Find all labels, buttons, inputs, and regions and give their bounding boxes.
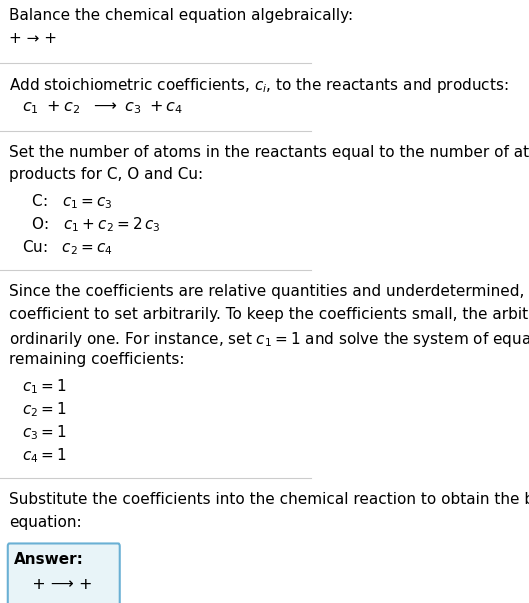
Text: $c_3 = 1$: $c_3 = 1$ — [22, 423, 66, 442]
Text: + ⟶ +: + ⟶ + — [22, 577, 92, 592]
Text: coefficient to set arbitrarily. To keep the coefficients small, the arbitrary va: coefficient to set arbitrarily. To keep … — [10, 307, 529, 321]
Text: Set the number of atoms in the reactants equal to the number of atoms in the: Set the number of atoms in the reactants… — [10, 145, 529, 160]
Text: remaining coefficients:: remaining coefficients: — [10, 353, 185, 367]
FancyBboxPatch shape — [8, 543, 120, 603]
Text: + → +: + → + — [10, 31, 57, 46]
Text: $c_1 = 1$: $c_1 = 1$ — [22, 377, 66, 396]
Text: equation:: equation: — [10, 514, 82, 529]
Text: Since the coefficients are relative quantities and underdetermined, choose a: Since the coefficients are relative quan… — [10, 284, 529, 298]
Text: C:   $c_1 = c_3$: C: $c_1 = c_3$ — [22, 192, 112, 211]
Text: Add stoichiometric coefficients, $c_i$, to the reactants and products:: Add stoichiometric coefficients, $c_i$, … — [10, 77, 509, 95]
Text: ordinarily one. For instance, set $c_1 = 1$ and solve the system of equations fo: ordinarily one. For instance, set $c_1 =… — [10, 330, 529, 349]
Text: Substitute the coefficients into the chemical reaction to obtain the balanced: Substitute the coefficients into the che… — [10, 491, 529, 507]
Text: O:   $c_1 + c_2 = 2\,c_3$: O: $c_1 + c_2 = 2\,c_3$ — [22, 215, 160, 234]
Text: products for C, O and Cu:: products for C, O and Cu: — [10, 168, 204, 183]
Text: Balance the chemical equation algebraically:: Balance the chemical equation algebraica… — [10, 8, 353, 23]
Text: $c_2 = 1$: $c_2 = 1$ — [22, 400, 66, 419]
Text: $c_1\ +c_2\ \ \longrightarrow\ c_3\ +c_4$: $c_1\ +c_2\ \ \longrightarrow\ c_3\ +c_4… — [22, 99, 183, 116]
Text: $c_4 = 1$: $c_4 = 1$ — [22, 446, 66, 465]
Text: Answer:: Answer: — [14, 552, 84, 567]
Text: Cu:   $c_2 = c_4$: Cu: $c_2 = c_4$ — [22, 238, 113, 257]
